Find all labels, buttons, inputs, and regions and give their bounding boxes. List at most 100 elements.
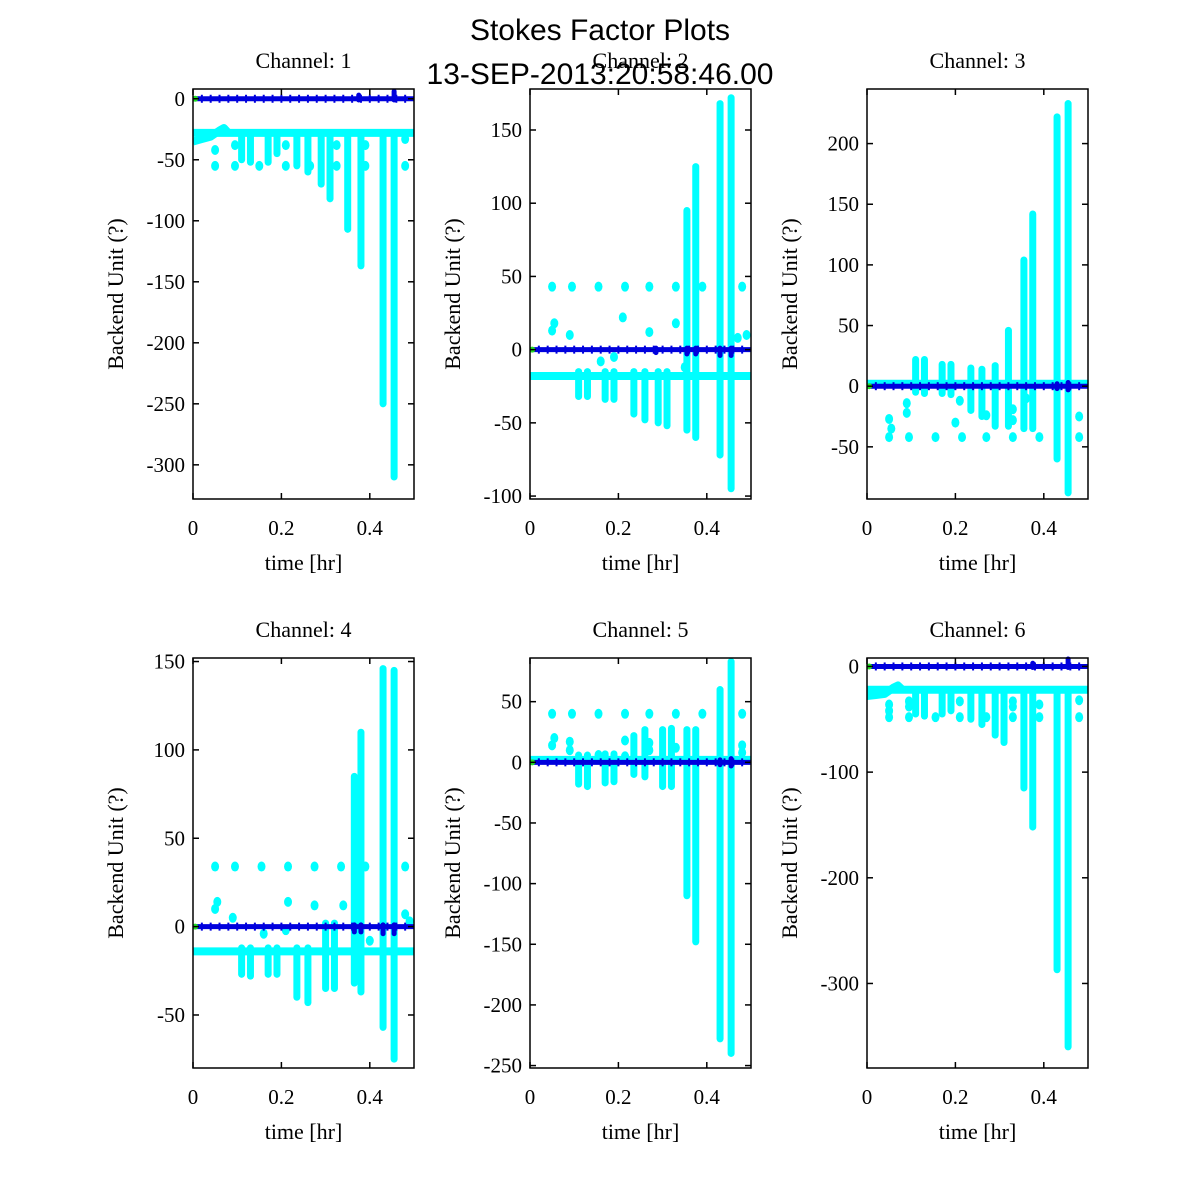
primary-point <box>643 345 646 354</box>
primary-point <box>705 758 708 767</box>
primary-point <box>306 922 309 931</box>
x-tick-label: 0.4 <box>357 1085 384 1109</box>
primary-point <box>359 922 362 931</box>
primary-point <box>1060 662 1063 671</box>
primary-point <box>670 345 673 354</box>
secondary-point <box>885 705 894 716</box>
primary-point <box>377 94 380 103</box>
primary-point <box>599 758 602 767</box>
x-tick-label: 0.4 <box>694 516 721 540</box>
x-tick-label: 0 <box>862 1085 873 1109</box>
x-axis-label: time [hr] <box>939 1119 1017 1144</box>
primary-point <box>227 922 230 931</box>
primary-point <box>546 758 549 767</box>
primary-point <box>643 758 646 767</box>
primary-point <box>732 345 735 354</box>
primary-point <box>236 922 239 931</box>
x-tick-label: 0 <box>862 516 873 540</box>
secondary-point <box>548 708 557 719</box>
secondary-point <box>733 332 742 343</box>
primary-point <box>892 382 895 391</box>
secondary-point <box>337 861 346 872</box>
primary-point <box>280 922 283 931</box>
y-tick-label: 50 <box>164 826 185 850</box>
y-tick-label: 0 <box>849 374 860 398</box>
y-tick-label: -300 <box>147 453 186 477</box>
secondary-point <box>742 330 751 340</box>
y-tick-label: 50 <box>501 264 522 288</box>
axes-frame <box>192 657 415 1069</box>
primary-point <box>359 94 362 103</box>
primary-point <box>963 662 966 671</box>
secondary-point <box>361 140 370 151</box>
y-tick-label: 100 <box>828 253 860 277</box>
primary-point <box>1051 382 1054 391</box>
secondary-point <box>211 160 220 171</box>
y-tick-label: -200 <box>821 866 860 890</box>
y-tick-label: -250 <box>147 392 186 416</box>
secondary-point <box>621 281 630 292</box>
secondary-point <box>885 413 894 424</box>
secondary-point <box>1008 415 1017 426</box>
secondary-point <box>405 916 414 927</box>
secondary-point <box>738 708 747 719</box>
y-tick-label: 150 <box>491 118 523 142</box>
x-tick-label: 0.4 <box>357 516 384 540</box>
secondary-point <box>671 281 680 292</box>
y-tick-label: 50 <box>838 314 859 338</box>
secondary-point <box>332 140 341 151</box>
y-tick-label: -150 <box>484 932 523 956</box>
secondary-point <box>1008 432 1017 443</box>
primary-point <box>395 94 398 103</box>
secondary-point <box>982 432 991 443</box>
primary-point <box>324 94 327 103</box>
primary-point <box>368 94 371 103</box>
secondary-point <box>401 134 410 145</box>
primary-point <box>582 758 585 767</box>
y-tick-label: 50 <box>501 690 522 714</box>
secondary-point <box>548 325 557 336</box>
secondary-point <box>645 708 654 719</box>
secondary-point <box>621 708 630 719</box>
secondary-point <box>284 896 293 907</box>
primary-point <box>573 758 576 767</box>
plot-area <box>867 656 1088 1051</box>
secondary-point <box>565 745 574 756</box>
secondary-point <box>645 281 654 292</box>
primary-point <box>910 382 913 391</box>
primary-point <box>209 94 212 103</box>
primary-point <box>1042 382 1045 391</box>
y-axis-label: Backend Unit (?) <box>777 218 802 370</box>
x-tick-label: 0.2 <box>268 1085 294 1109</box>
primary-point <box>696 345 699 354</box>
primary-point <box>253 94 256 103</box>
secondary-point <box>1008 404 1017 415</box>
primary-point <box>723 345 726 354</box>
secondary-point <box>904 432 913 443</box>
x-axis-label: time [hr] <box>265 550 343 575</box>
secondary-point <box>1075 411 1084 422</box>
primary-point <box>963 382 966 391</box>
primary-point <box>927 382 930 391</box>
secondary-point <box>958 432 967 443</box>
secondary-point <box>594 281 603 292</box>
primary-point <box>874 662 877 671</box>
panel-title: Channel: 6 <box>930 617 1026 642</box>
primary-point <box>404 922 407 931</box>
y-tick-label: 0 <box>849 654 860 678</box>
primary-point <box>351 94 354 103</box>
panel-title: Channel: 5 <box>593 617 689 642</box>
primary-point <box>892 662 895 671</box>
panel-channel-6: Channel: 6 0 0.2 0.4 0 -100 -200 -300 time [hr] B… <box>777 617 1089 1144</box>
primary-point <box>1025 382 1028 391</box>
primary-point <box>236 94 239 103</box>
x-axis-label: time [hr] <box>265 1119 343 1144</box>
primary-point <box>927 662 930 671</box>
secondary-point <box>310 900 319 911</box>
secondary-point <box>567 281 576 292</box>
panel-title: Channel: 2 <box>593 48 689 73</box>
primary-point <box>998 382 1001 391</box>
primary-point <box>723 758 726 767</box>
secondary-point <box>281 140 290 151</box>
secondary-point <box>931 432 940 443</box>
